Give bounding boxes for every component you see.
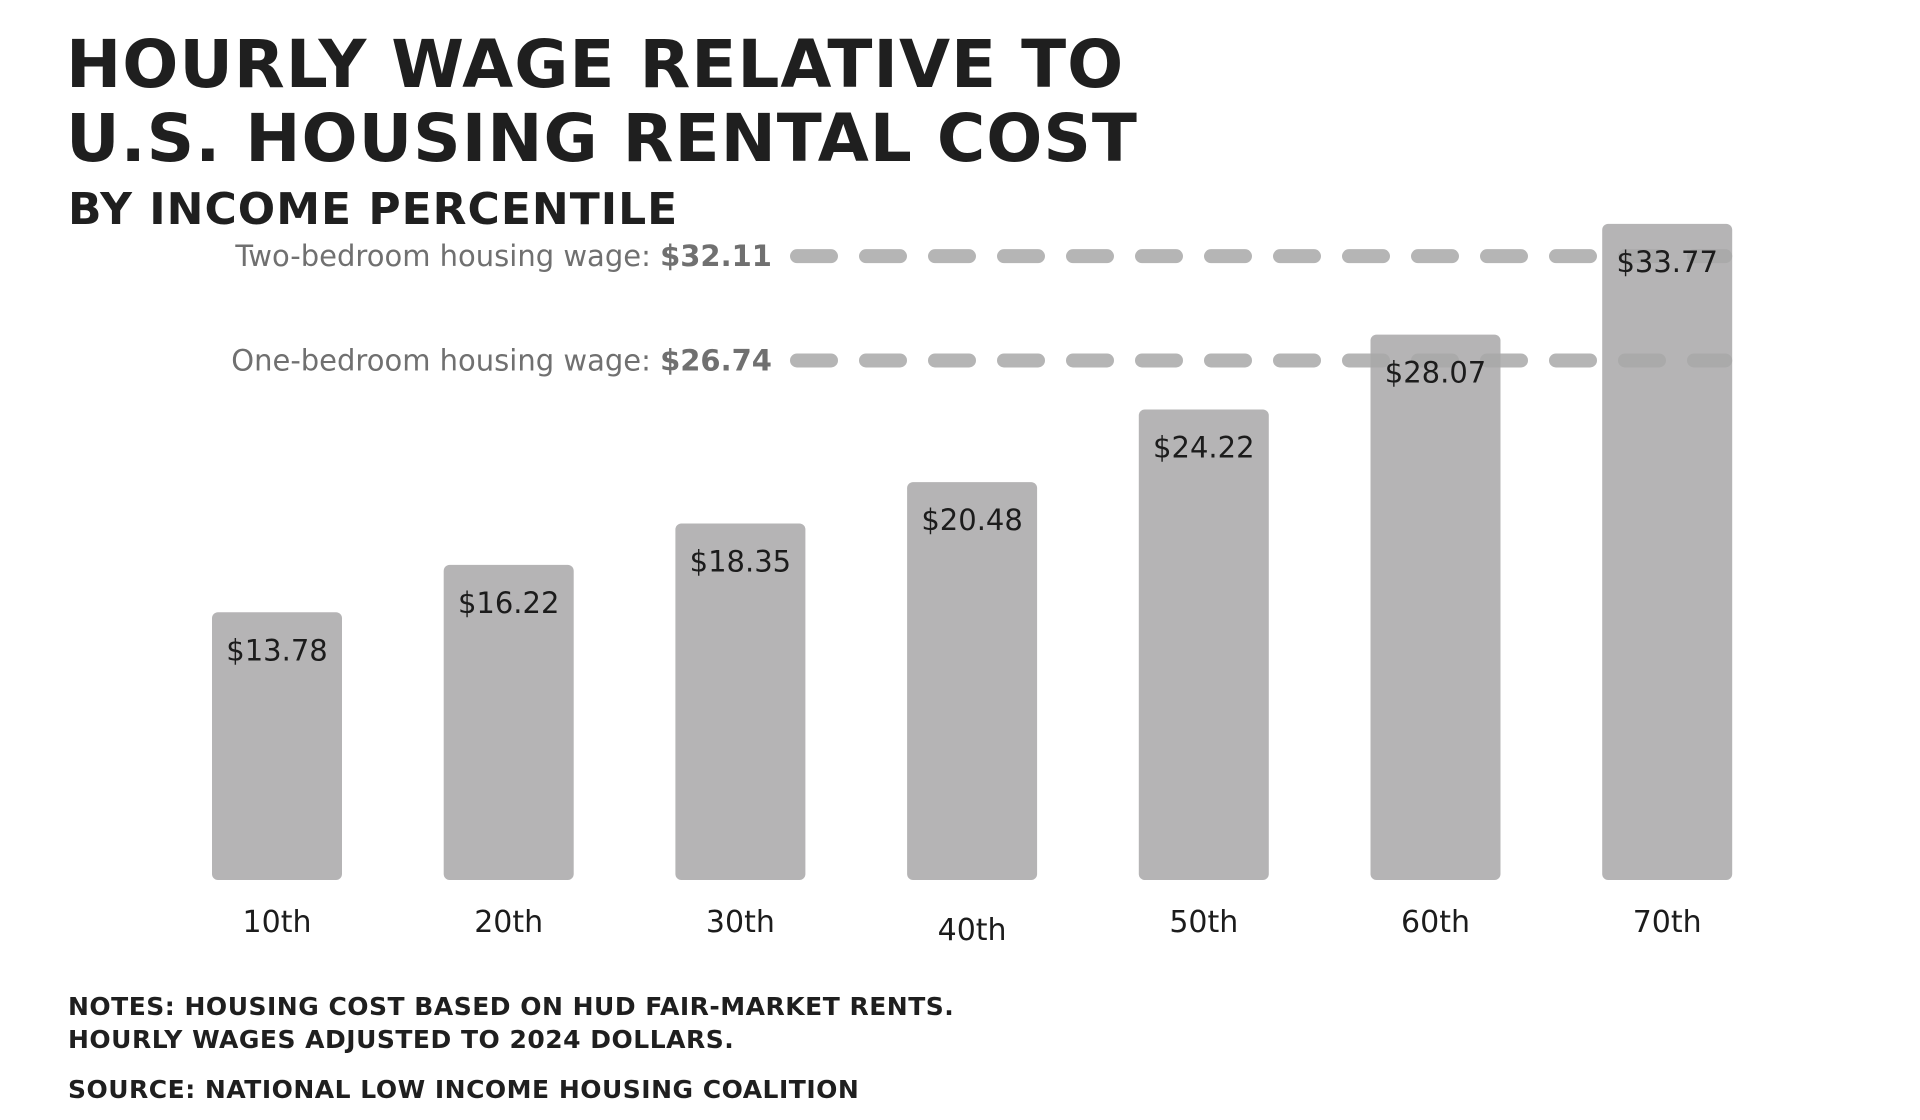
bar-value-label-40th: $20.48: [921, 503, 1022, 537]
chart-title-line-2: U.S. housing rental cost: [66, 100, 1138, 177]
bar-value-label-70th: $33.77: [1616, 245, 1717, 279]
x-tick-label-60th: 60th: [1401, 905, 1470, 940]
notes-line-2: Hourly wages adjusted to 2024 dollars.: [68, 1025, 735, 1054]
chart-source: Source: National Low Income Housing Coal…: [68, 1075, 860, 1104]
x-tick-label-70th: 70th: [1633, 905, 1702, 940]
x-tick-label-40th: 40th: [938, 913, 1007, 948]
notes-line-1: Notes: Housing cost based on HUD fair-ma…: [68, 992, 955, 1021]
bar-value-label-50th: $24.22: [1153, 430, 1254, 464]
chart-subtitle: By income percentile: [68, 184, 679, 235]
bar-20th: [443, 564, 574, 880]
bar-value-label-10th: $13.78: [226, 633, 327, 667]
reference-lines-layer: [790, 249, 1733, 368]
bar-30th: [675, 523, 806, 880]
chart-title: Hourly wage relative to U.S. housing ren…: [66, 28, 1138, 176]
bar-value-label-30th: $18.35: [690, 544, 791, 578]
x-tick-label-30th: 30th: [706, 905, 775, 940]
bar-10th: [212, 612, 342, 880]
chart-notes: Notes: Housing cost based on HUD fair-ma…: [68, 990, 954, 1056]
reference-line-label-2: One-bedroom housing wage: $26.74: [231, 343, 772, 377]
bar-60th: [1370, 334, 1501, 880]
x-tick-label-50th: 50th: [1169, 905, 1238, 940]
reference-line-label-1: Two-bedroom housing wage: $32.11: [234, 239, 772, 273]
bars-layer: [212, 223, 1733, 880]
bar-chart: $13.78 10th $16.22 20th $18.35 30th $20.48 40th…: [212, 223, 1733, 948]
bar-40th: [907, 482, 1038, 880]
bar-50th: [1138, 409, 1269, 880]
chart-title-line-1: Hourly wage relative to: [66, 26, 1125, 103]
bar-value-label-60th: $28.07: [1385, 356, 1486, 390]
x-tick-label-20th: 20th: [474, 905, 543, 940]
bar-70th: [1602, 223, 1733, 880]
bar-value-label-20th: $16.22: [458, 586, 559, 620]
labels-layer: $13.78 10th $16.22 20th $18.35 30th $20.48 40th…: [226, 239, 1718, 948]
x-tick-label-10th: 10th: [243, 905, 312, 940]
